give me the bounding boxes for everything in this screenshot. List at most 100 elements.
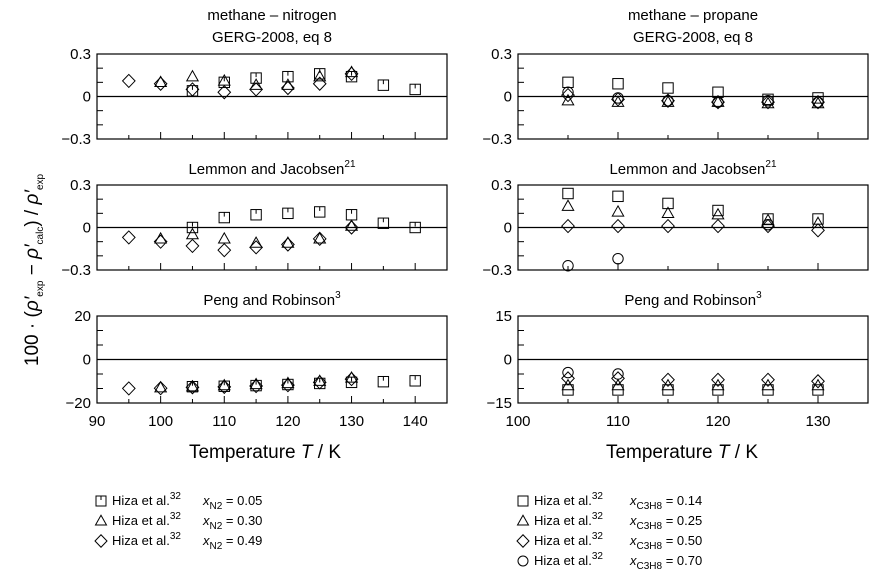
chart-title-text: Lemmon and Jacobsen xyxy=(609,161,765,178)
data-point xyxy=(185,379,200,392)
legend-source: Hiza et al.32 xyxy=(112,531,181,548)
legend-marker xyxy=(517,495,529,507)
legend-sub: C3H8 xyxy=(637,521,663,532)
x-tick-label: 90 xyxy=(89,413,106,430)
data-point xyxy=(217,378,231,391)
data-point xyxy=(185,380,200,395)
data-point xyxy=(711,95,725,107)
legend-ref: 32 xyxy=(592,551,604,562)
series-triangle xyxy=(561,199,825,228)
legend-source-name: Hiza et al. xyxy=(534,513,592,528)
data-point xyxy=(344,220,359,235)
data-point xyxy=(562,187,574,200)
y-tick-label: 15 xyxy=(495,308,512,325)
data-point xyxy=(611,371,625,386)
series-triangle xyxy=(154,219,359,248)
chart-title-text: Peng and Robinson xyxy=(203,292,335,309)
legend-entry: Hiza et al.32 xC3H8 = 0.50 xyxy=(516,531,702,552)
data-point xyxy=(561,87,575,103)
ylabel-rho-3: ρ′ xyxy=(22,189,43,206)
legend-ref: 32 xyxy=(170,491,182,502)
data-point xyxy=(812,96,824,108)
legend-value: = 0.05 xyxy=(222,493,262,508)
chart-title-text: methane – propane xyxy=(628,7,758,24)
data-point xyxy=(661,93,675,108)
legend-composition: xC3H8 = 0.14 xyxy=(629,493,702,512)
data-point xyxy=(249,78,263,90)
data-point xyxy=(712,204,724,217)
legend-var: x xyxy=(202,533,210,548)
data-point xyxy=(612,190,624,203)
legend-ref: 32 xyxy=(592,491,604,502)
chart-title-ref: 3 xyxy=(335,290,341,301)
chart-title-text: Peng and Robinson xyxy=(624,292,756,309)
y-tick-label: 0 xyxy=(504,89,512,106)
legend-source: Hiza et al.32 xyxy=(534,551,603,568)
data-point xyxy=(711,372,725,388)
data-point xyxy=(812,92,824,104)
x-tick-label: 100 xyxy=(148,413,173,430)
chart-title: Lemmon and Jacobsen21 xyxy=(188,159,355,178)
data-point xyxy=(561,218,575,234)
data-point xyxy=(313,69,327,82)
y-tick-label: 0.3 xyxy=(70,177,91,194)
data-point xyxy=(121,73,136,89)
data-point xyxy=(153,234,168,249)
data-point xyxy=(185,227,200,240)
data-point xyxy=(312,375,327,390)
data-point xyxy=(154,380,168,393)
chart-title: GERG-2008, eq 8 xyxy=(633,29,753,46)
data-point xyxy=(811,94,825,110)
y-tick-label: −0.3 xyxy=(482,131,512,148)
legend-source-name: Hiza et al. xyxy=(534,553,592,568)
data-point xyxy=(661,372,675,388)
data-point xyxy=(217,379,232,395)
y-tick-label: 0 xyxy=(83,89,91,106)
data-point xyxy=(281,236,295,248)
legend-var: x xyxy=(202,493,210,508)
data-point xyxy=(612,92,624,104)
legend-var: x xyxy=(629,513,637,528)
ylabel-sub-exp-1: exp xyxy=(35,280,46,297)
legend-source-name: Hiza et al. xyxy=(534,533,592,548)
legend-marker xyxy=(94,534,108,548)
ylabel-prefix: 100 · ( xyxy=(22,310,43,366)
data-point xyxy=(612,368,624,380)
x-tick-label: 140 xyxy=(403,413,428,430)
y-tick-label: 0.3 xyxy=(491,46,512,63)
xlabel-right-symbol: T xyxy=(718,442,731,463)
data-point xyxy=(249,236,263,248)
legend-composition: xC3H8 = 0.25 xyxy=(629,513,702,532)
data-point xyxy=(249,377,263,390)
panel-mp-lemmon: 0.3 0 −0.3 Lemmon and Jacobsen21 xyxy=(482,159,869,279)
legend-marker xyxy=(516,534,530,548)
chart-title: Lemmon and Jacobsen21 xyxy=(609,159,776,178)
xlabel-left-text: Temperature xyxy=(189,442,301,463)
y-tick-label: −20 xyxy=(66,395,91,412)
y-tick-label: −0.3 xyxy=(482,262,512,279)
data-point xyxy=(344,219,359,231)
data-point xyxy=(761,213,775,226)
chart-title: methane – propane xyxy=(628,7,758,24)
legend-sub: N2 xyxy=(210,521,223,532)
series-diamond xyxy=(121,66,359,100)
data-point xyxy=(612,252,624,265)
data-point xyxy=(811,223,825,238)
series-triangle xyxy=(154,65,359,90)
x-axis-label-right: Temperature T / K xyxy=(606,442,758,463)
panel-mp-gerg: 0.3 0 −0.3 methane – propane GERG-2008, eq 8 xyxy=(482,7,869,148)
legend-var: x xyxy=(202,513,210,528)
data-point xyxy=(121,230,136,245)
x-axis-label-left: Temperature T / K xyxy=(189,442,341,463)
legend-source-name: Hiza et al. xyxy=(112,493,170,508)
x-tick-label: 130 xyxy=(339,413,364,430)
series-square-tick xyxy=(186,68,421,97)
chart-title: GERG-2008, eq 8 xyxy=(212,29,332,46)
data-point xyxy=(280,80,295,96)
legend-source: Hiza et al.32 xyxy=(112,511,181,528)
series-diamond xyxy=(121,220,359,258)
data-point xyxy=(281,78,295,90)
legend-ref: 32 xyxy=(592,531,604,542)
